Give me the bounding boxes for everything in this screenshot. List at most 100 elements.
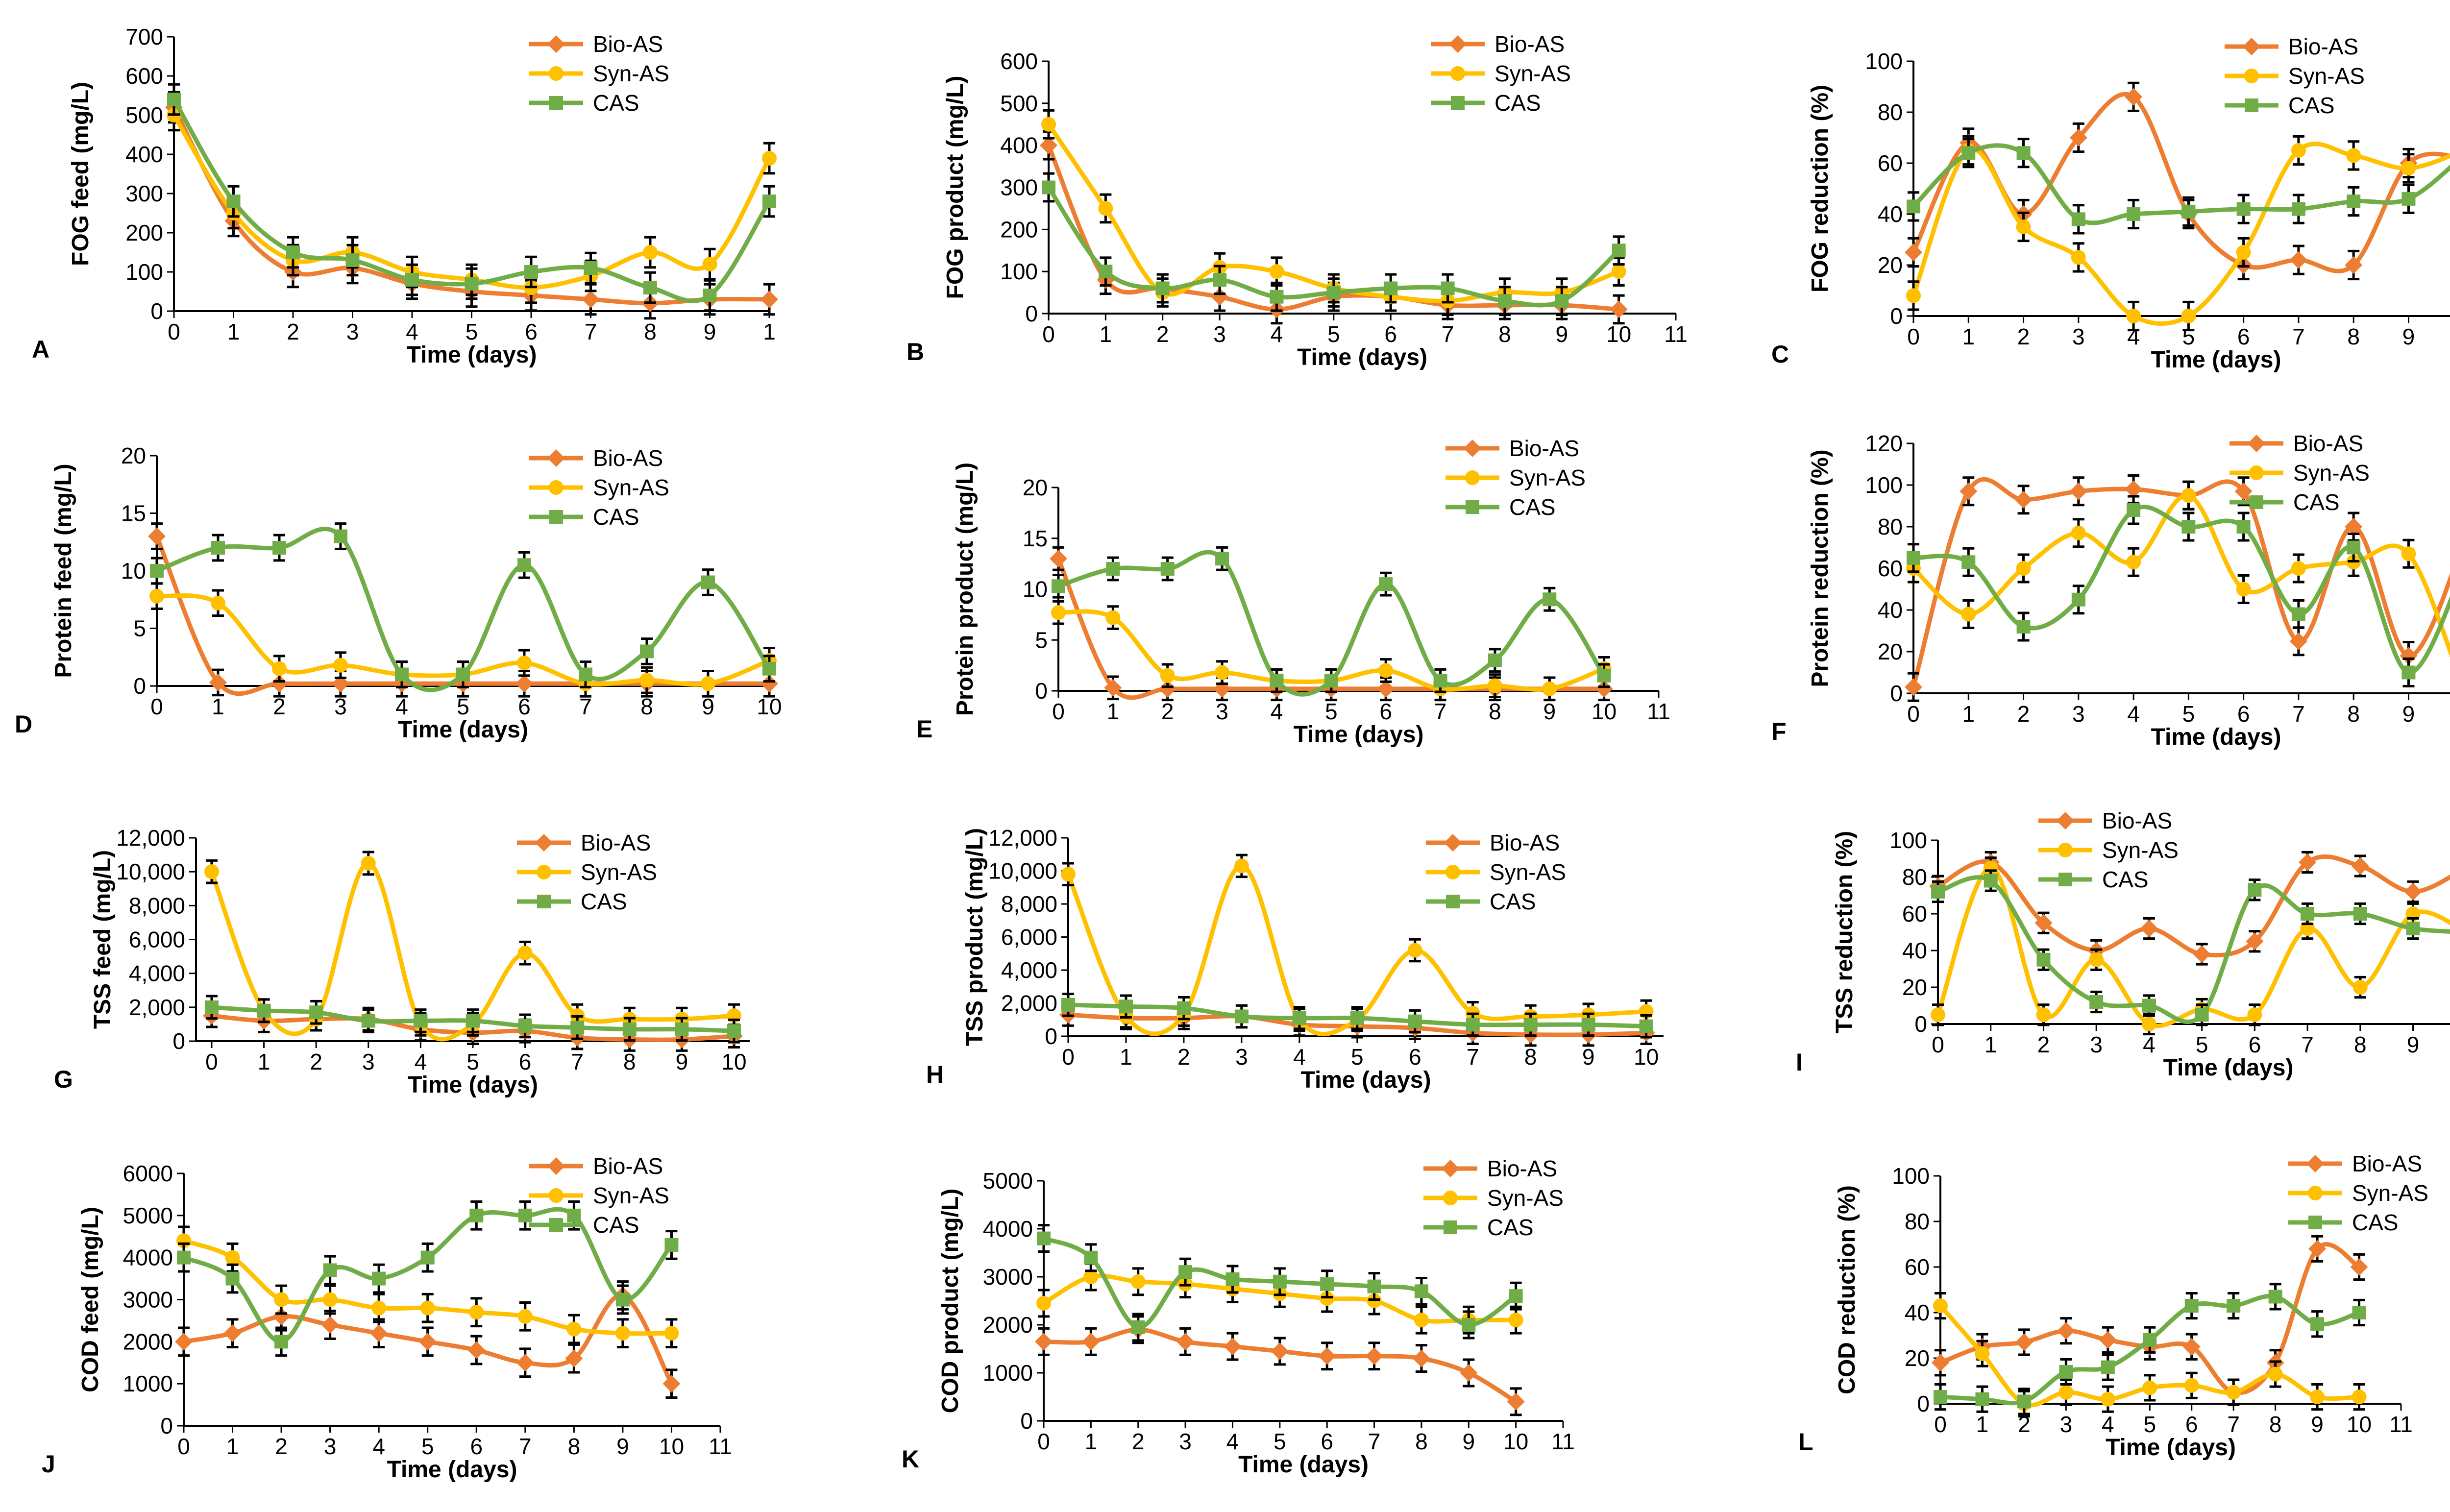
data-point-bio-as (2289, 632, 2307, 650)
x-tick-label: 1 (1962, 701, 1975, 727)
panel-letter: F (1771, 718, 1787, 745)
x-tick-label: 5 (421, 1434, 434, 1459)
legend: Bio-AS Syn-AS CAS (517, 830, 657, 914)
data-point-syn-as (639, 673, 654, 688)
x-tick-label: 0 (205, 1049, 218, 1074)
x-tick-label: 11 (1647, 699, 1670, 724)
x-tick-label: 7 (2292, 324, 2305, 349)
x-tick-label: 1 (763, 319, 776, 344)
legend-marker (547, 35, 565, 53)
data-point-syn-as (469, 1305, 484, 1320)
x-tick-label: 4 (395, 694, 408, 719)
data-point-cas (1612, 244, 1626, 258)
x-tick-label: 9 (1582, 1044, 1595, 1070)
legend-label: Bio-AS (1494, 31, 1565, 57)
legend-label: Bio-AS (2288, 34, 2358, 59)
data-point-cas (2181, 520, 2196, 534)
x-tick-label: 6 (2237, 701, 2250, 727)
chart-panel-E: 0 5 10 15 20 0 1 2 3 4 5 6 7 8 9 10 11 Time (days) Protein… (916, 436, 1670, 748)
legend-marker (1444, 1220, 1457, 1234)
y-tick-label: 80 (1902, 864, 1927, 890)
data-point-bio-as (223, 1324, 242, 1342)
legend-marker (2058, 843, 2073, 857)
x-tick-label: 3 (1213, 321, 1226, 347)
y-tick-label: 200 (125, 220, 163, 245)
x-axis-title: Time (days) (407, 342, 537, 368)
data-point-syn-as (1933, 1298, 1948, 1314)
data-point-bio-as (1224, 1338, 1242, 1356)
legend-label: Syn-AS (2293, 460, 2370, 486)
data-point-syn-as (361, 855, 376, 871)
y-tick-label: 0 (1890, 303, 1903, 329)
data-point-syn-as (204, 864, 219, 879)
legend-label: Syn-AS (2352, 1180, 2428, 1206)
x-axis-title: Time (days) (398, 717, 528, 743)
x-tick-label: 10 (1634, 1044, 1659, 1070)
data-point-bio-as (515, 675, 533, 693)
legend-marker (2248, 435, 2265, 452)
x-tick-label: 6 (2237, 324, 2250, 349)
data-point-bio-as (175, 1333, 193, 1351)
x-tick-label: 1 (227, 319, 240, 344)
y-tick-label: 20 (1023, 475, 1048, 500)
y-tick-label: 0 (133, 673, 146, 699)
legend: Bio-AS Syn-AS CAS (529, 445, 669, 530)
data-point-cas (1975, 1392, 1989, 1406)
data-point-bio-as (1595, 680, 1613, 698)
data-point-cas (1270, 290, 1284, 304)
legend-label: CAS (1494, 90, 1541, 116)
y-tick-label: 700 (125, 24, 163, 49)
x-tick-label: 4 (1226, 1429, 1239, 1454)
x-tick-label: 2 (2017, 701, 2030, 727)
x-tick-label: 0 (1052, 699, 1065, 724)
data-point-syn-as (2236, 582, 2251, 597)
x-tick-label: 7 (579, 694, 592, 719)
y-tick-label: 8,000 (1001, 891, 1057, 917)
data-point-syn-as (1234, 858, 1249, 874)
x-tick-label: 5 (1351, 1044, 1364, 1070)
data-point-syn-as (2236, 245, 2251, 260)
data-point-cas (1543, 592, 1557, 607)
legend-marker (2306, 1155, 2324, 1172)
x-tick-label: 9 (616, 1434, 629, 1459)
data-point-syn-as (211, 595, 225, 610)
legend: Bio-AS Syn-AS CAS (1431, 31, 1571, 116)
data-point-cas (703, 289, 717, 302)
data-point-cas (1324, 674, 1338, 688)
x-tick-label: 1 (1962, 324, 1975, 349)
x-tick-label: 3 (324, 1434, 337, 1459)
data-point-bio-as (760, 291, 778, 308)
y-tick-label: 0 (1917, 1391, 1930, 1416)
y-tick-label: 10,000 (116, 859, 185, 884)
legend-label: Syn-AS (2102, 837, 2179, 863)
data-point-cas (1292, 1011, 1306, 1025)
data-point-syn-as (702, 257, 717, 271)
x-tick-label: 5 (2196, 1032, 2208, 1057)
y-tick-label: 0 (1025, 301, 1038, 326)
x-tick-label: 7 (2301, 1032, 2314, 1057)
data-point-cas (579, 667, 592, 682)
series-line-syn-as (172, 114, 771, 290)
x-tick-label: 6 (1379, 699, 1392, 724)
x-tick-label: 8 (1489, 699, 1501, 724)
x-tick-label: 9 (2402, 701, 2415, 727)
x-tick-label: 9 (676, 1049, 688, 1074)
data-point-cas (1350, 1011, 1364, 1025)
data-point-syn-as (2016, 561, 2031, 576)
legend-label: CAS (1490, 889, 1536, 914)
data-point-cas (1213, 273, 1227, 287)
data-point-cas (762, 195, 776, 208)
y-tick-label: 8,000 (129, 893, 185, 918)
y-axis-title: TSS product (mg/L) (962, 828, 988, 1046)
data-point-cas (286, 245, 300, 259)
data-point-syn-as (333, 658, 348, 673)
legend-marker (1464, 439, 1481, 457)
x-tick-label: 3 (1179, 1429, 1192, 1454)
data-point-syn-as (2142, 1380, 2157, 1395)
data-point-syn-as (2058, 1385, 2074, 1400)
data-point-syn-as (664, 1326, 679, 1341)
y-tick-label: 5 (1035, 627, 1048, 653)
data-point-syn-as (2181, 488, 2196, 503)
data-point-cas (762, 661, 776, 676)
legend-label: CAS (593, 504, 639, 530)
